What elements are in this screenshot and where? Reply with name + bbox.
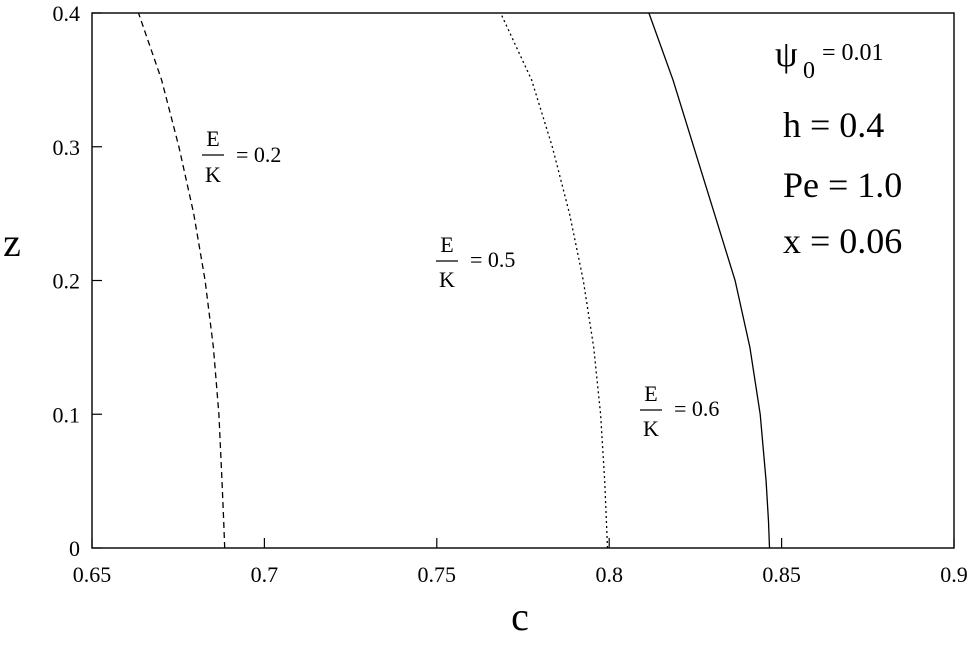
param-pe: Pe = 1.0 bbox=[783, 165, 902, 205]
x-ticks: 0.65 0.7 0.75 0.8 0.85 0.9 bbox=[73, 538, 968, 587]
y-ticks: 0 0.1 0.2 0.3 0.4 bbox=[53, 1, 102, 561]
annotation-ek-0.6: E K = 0.6 bbox=[640, 381, 719, 441]
annotation-den: K bbox=[205, 162, 221, 187]
annotation-value: = 0.2 bbox=[236, 142, 281, 167]
x-tick-label: 0.7 bbox=[251, 562, 279, 587]
param-h: h = 0.4 bbox=[783, 105, 884, 145]
annotation-ek-0.5: E K = 0.5 bbox=[436, 232, 515, 292]
y-tick-label: 0 bbox=[69, 536, 80, 561]
y-tick-label: 0.3 bbox=[53, 135, 81, 160]
x-tick-label: 0.85 bbox=[762, 562, 801, 587]
annotation-num: E bbox=[206, 126, 219, 151]
parameter-block: ψ 0 = 0.01 h = 0.4 Pe = 1.0 x = 0.06 bbox=[775, 34, 902, 261]
annotation-num: E bbox=[644, 381, 657, 406]
y-tick-label: 0.2 bbox=[53, 269, 81, 294]
x-tick-label: 0.75 bbox=[418, 562, 457, 587]
series-line-1 bbox=[137, 12, 226, 549]
param-x: x = 0.06 bbox=[783, 221, 902, 261]
y-tick-label: 0.1 bbox=[53, 402, 81, 427]
psi-subscript: 0 bbox=[803, 58, 815, 84]
psi-value: = 0.01 bbox=[822, 40, 884, 66]
annotation-den: K bbox=[643, 416, 659, 441]
y-tick-label: 0.4 bbox=[53, 1, 81, 26]
annotation-den: K bbox=[439, 267, 455, 292]
y-axis-label: z bbox=[3, 220, 21, 265]
annotation-num: E bbox=[440, 232, 453, 257]
series-line-3 bbox=[648, 12, 771, 549]
x-tick-label: 0.8 bbox=[595, 562, 623, 587]
x-tick-label: 0.65 bbox=[73, 562, 112, 587]
annotation-ek-0.2: E K = 0.2 bbox=[202, 126, 281, 187]
x-tick-label: 0.9 bbox=[940, 562, 968, 587]
psi-symbol: ψ bbox=[775, 34, 798, 74]
annotation-value: = 0.6 bbox=[674, 396, 719, 421]
series-line-2 bbox=[500, 12, 609, 549]
x-axis-label: c bbox=[511, 594, 529, 639]
curves bbox=[137, 12, 771, 549]
annotation-value: = 0.5 bbox=[470, 247, 515, 272]
